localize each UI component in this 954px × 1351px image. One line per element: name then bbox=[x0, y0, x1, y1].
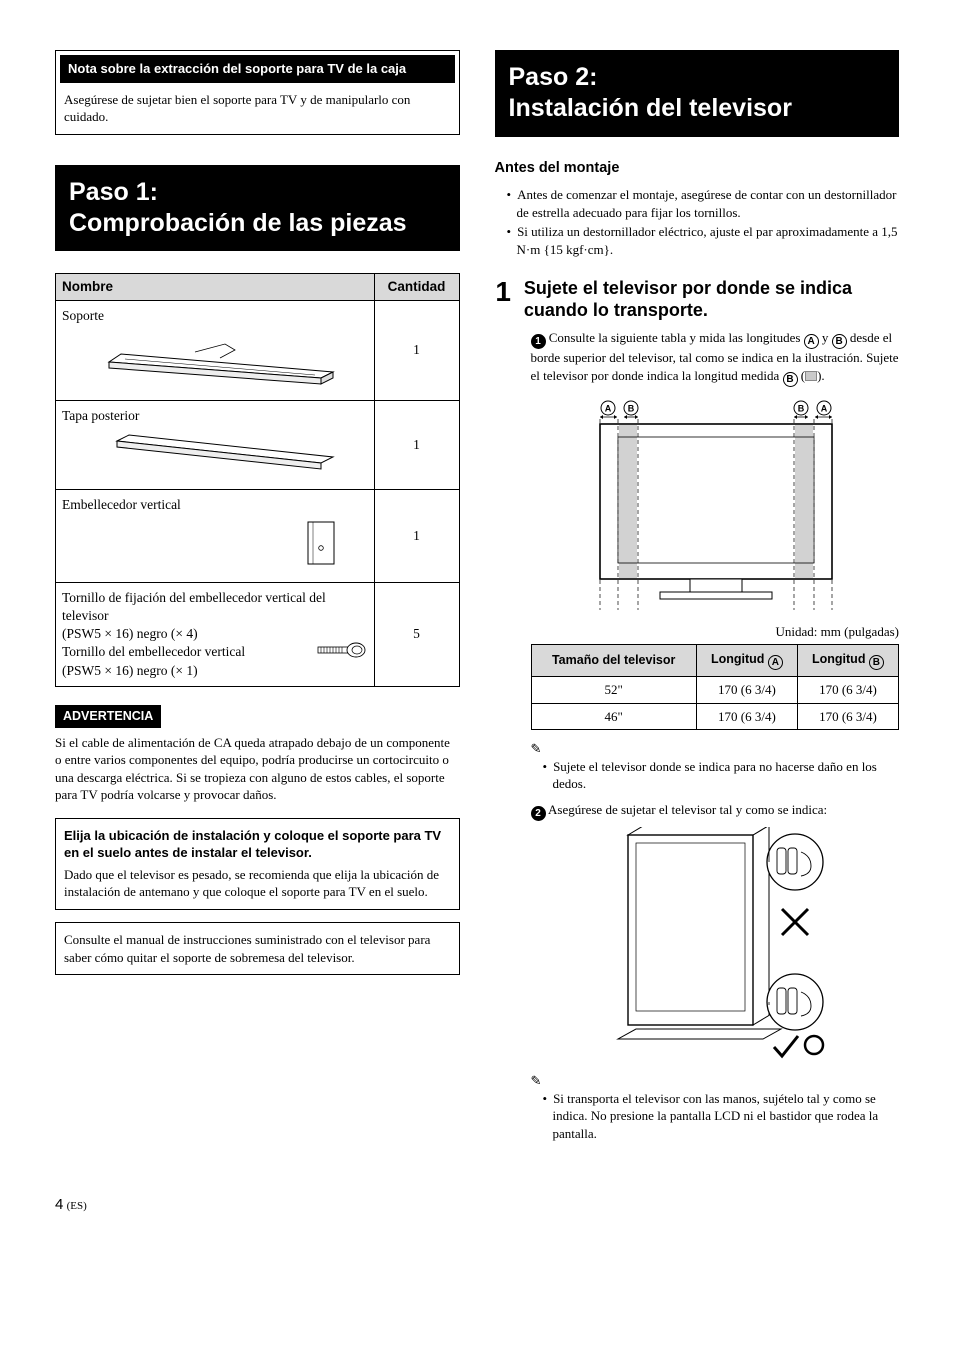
svg-text:A: A bbox=[821, 403, 828, 413]
filled-num-2: 2 bbox=[531, 806, 546, 821]
note-box-title: Nota sobre la extracción del soporte par… bbox=[60, 55, 455, 83]
part-qty: 1 bbox=[374, 490, 459, 582]
page-number: 4 (ES) bbox=[55, 1195, 899, 1215]
part-name-l2: (PSW5 × 16) negro (× 4) bbox=[62, 625, 245, 643]
parts-table: Nombre Cantidad Soporte bbox=[55, 273, 460, 687]
warning-label: ADVERTENCIA bbox=[55, 705, 161, 728]
info-box-1-title: Elija la ubicación de instalación y colo… bbox=[64, 827, 451, 862]
circled-a: A bbox=[804, 334, 819, 349]
paso2-heading-l2: Instalación del televisor bbox=[509, 93, 886, 124]
info-box-1: Elija la ubicación de instalación y colo… bbox=[55, 818, 460, 910]
paso2-heading-l1: Paso 2: bbox=[509, 62, 886, 93]
embellecedor-illustration bbox=[62, 514, 368, 575]
unit-label: Unidad: mm (pulgadas) bbox=[531, 623, 900, 641]
circled-b: B bbox=[832, 334, 847, 349]
circled-b: B bbox=[783, 372, 798, 387]
table-row: Soporte 1 bbox=[56, 301, 460, 400]
step-1-para2: 2 Asegúrese de sujetar el televisor tal … bbox=[531, 801, 900, 821]
lengths-col2: Longitud A bbox=[696, 645, 797, 677]
info-box-2: Consulte el manual de instrucciones sumi… bbox=[55, 922, 460, 975]
tv-front-diagram: ABBA bbox=[531, 397, 900, 617]
bullet-item: Si utiliza un destornillador eléctrico, … bbox=[507, 223, 900, 258]
svg-text:B: B bbox=[628, 403, 635, 413]
table-row: 46" 170 (6 3/4) 170 (6 3/4) bbox=[531, 703, 899, 730]
soporte-illustration bbox=[62, 326, 368, 394]
note2-list: Si transporta el televisor con las manos… bbox=[531, 1090, 900, 1143]
part-name: Tapa posterior bbox=[62, 408, 139, 423]
note2-text: Si transporta el televisor con las manos… bbox=[543, 1090, 900, 1143]
part-name-l1: Tornillo de fijación del embellecedor ve… bbox=[62, 589, 368, 625]
tv-carry-diagram bbox=[531, 827, 900, 1067]
part-qty: 1 bbox=[374, 301, 459, 400]
note-box-body: Asegúrese de sujetar bien el soporte par… bbox=[56, 87, 459, 134]
part-name-l3: Tornillo del embellecedor vertical bbox=[62, 643, 245, 661]
note1-text: Sujete el televisor donde se indica para… bbox=[543, 758, 900, 793]
part-name-l4: (PSW5 × 16) negro (× 1) bbox=[62, 662, 245, 680]
table-row: Tapa posterior 1 bbox=[56, 400, 460, 489]
screw-illustration bbox=[314, 640, 368, 665]
info-box-1-body: Dado que el televisor es pesado, se reco… bbox=[64, 866, 451, 901]
part-qty: 5 bbox=[374, 582, 459, 686]
step-1-number: 1 bbox=[495, 278, 512, 306]
tapa-illustration bbox=[62, 425, 368, 483]
paso2-heading: Paso 2: Instalación del televisor bbox=[495, 50, 900, 137]
gray-box-icon bbox=[805, 371, 817, 381]
note1-list: Sujete el televisor donde se indica para… bbox=[531, 758, 900, 793]
antes-heading: Antes del montaje bbox=[495, 159, 900, 179]
note-icon bbox=[531, 740, 900, 758]
table-row: Tornillo de fijación del embellecedor ve… bbox=[56, 582, 460, 686]
step-1-para1: 1 Consulte la siguiente tabla y mida las… bbox=[531, 329, 900, 387]
warning-section: ADVERTENCIA Si el cable de alimentación … bbox=[55, 705, 460, 804]
note-icon bbox=[531, 1072, 900, 1090]
note-box: Nota sobre la extracción del soporte par… bbox=[55, 50, 460, 135]
parts-col-name: Nombre bbox=[56, 274, 375, 301]
table-row: 52" 170 (6 3/4) 170 (6 3/4) bbox=[531, 677, 899, 704]
parts-col-qty: Cantidad bbox=[374, 274, 459, 301]
lengths-table: Tamaño del televisor Longitud A Longitud… bbox=[531, 644, 900, 730]
paso1-heading-l1: Paso 1: bbox=[69, 177, 446, 208]
part-qty: 1 bbox=[374, 400, 459, 489]
bullet-item: Antes de comenzar el montaje, asegúrese … bbox=[507, 186, 900, 221]
lengths-col1: Tamaño del televisor bbox=[531, 645, 696, 677]
svg-text:A: A bbox=[605, 403, 612, 413]
warning-text: Si el cable de alimentación de CA queda … bbox=[55, 734, 460, 804]
paso1-heading: Paso 1: Comprobación de las piezas bbox=[55, 165, 460, 252]
step-1-body: 1 Consulte la siguiente tabla y mida las… bbox=[495, 329, 900, 1142]
paso1-heading-l2: Comprobación de las piezas bbox=[69, 208, 446, 239]
filled-num-1: 1 bbox=[531, 334, 546, 349]
antes-bullets: Antes de comenzar el montaje, asegúrese … bbox=[495, 186, 900, 258]
table-row: Embellecedor vertical 1 bbox=[56, 490, 460, 582]
step-1: 1 Sujete el televisor por donde se indic… bbox=[495, 278, 900, 321]
step-1-title: Sujete el televisor por donde se indica … bbox=[524, 278, 899, 321]
info-box-2-body: Consulte el manual de instrucciones sumi… bbox=[64, 931, 451, 966]
svg-text:B: B bbox=[798, 403, 805, 413]
part-name: Soporte bbox=[62, 308, 104, 323]
part-name: Embellecedor vertical bbox=[62, 497, 181, 512]
lengths-col3: Longitud B bbox=[797, 645, 898, 677]
